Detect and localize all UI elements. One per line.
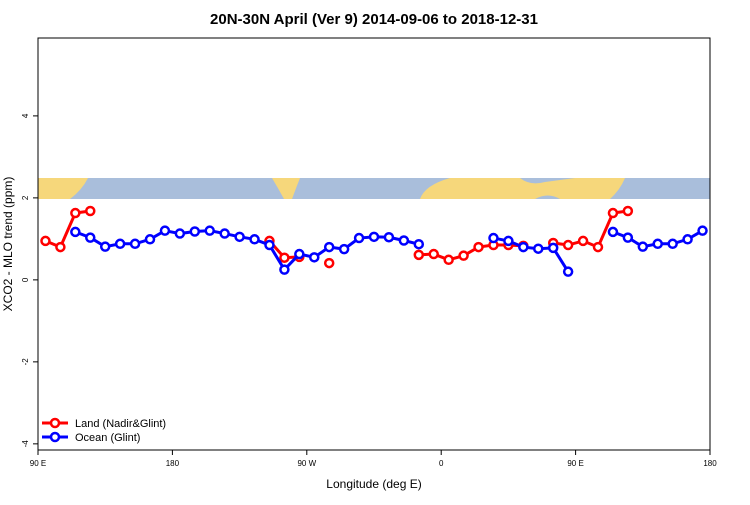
point: [249, 234, 260, 245]
point: [473, 241, 484, 253]
y-tick-label: 0: [21, 277, 30, 282]
point: [443, 254, 454, 266]
point: [144, 234, 156, 245]
point: [667, 238, 678, 250]
point: [99, 241, 111, 252]
point: [174, 228, 186, 239]
legend-marker: [49, 417, 61, 429]
point: [294, 248, 305, 260]
point: [114, 238, 126, 250]
y-tick-label: 4: [21, 113, 30, 118]
point: [458, 250, 469, 261]
point: [264, 239, 275, 251]
legend-label: Ocean (Glint): [75, 432, 140, 444]
legend-label: Land (Nadir&Glint): [75, 418, 166, 430]
point: [85, 232, 96, 243]
point: [279, 264, 290, 275]
point: [413, 249, 425, 261]
point: [562, 266, 574, 277]
point: [398, 235, 410, 246]
point: [592, 241, 604, 253]
point: [547, 242, 559, 254]
y-tick-label: 2: [21, 195, 30, 200]
point: [533, 243, 544, 254]
point: [70, 207, 81, 219]
point: [70, 226, 81, 238]
point: [234, 231, 245, 243]
point: [413, 238, 425, 250]
point: [622, 205, 634, 217]
point: [353, 232, 365, 244]
point: [697, 225, 708, 236]
chart-title: 20N-30N April (Ver 9) 2014-09-06 to 2018…: [210, 11, 538, 28]
point: [518, 241, 529, 253]
point: [577, 235, 589, 247]
point: [309, 252, 320, 263]
point: [562, 239, 574, 251]
x-tick-label: 180: [703, 459, 717, 468]
map-strip: [38, 178, 710, 199]
point: [40, 235, 51, 247]
y-axis-label: XCO2 - MLO trend (ppm): [1, 177, 15, 312]
x-tick-label: 90 E: [567, 459, 583, 468]
point: [189, 226, 201, 237]
point: [279, 252, 290, 263]
x-tick-label: 90 W: [297, 459, 316, 468]
point: [204, 225, 215, 236]
plot-frame: [37, 37, 711, 451]
x-tick-label: 180: [166, 459, 180, 468]
point: [607, 207, 619, 219]
x-tick-label: 90 E: [30, 459, 46, 468]
point: [338, 243, 350, 255]
point: [637, 241, 649, 252]
point: [682, 234, 693, 245]
point: [323, 257, 335, 269]
point: [55, 241, 66, 253]
point: [428, 248, 439, 260]
point: [488, 232, 499, 244]
x-axis-label: Longitude (deg E): [326, 477, 421, 491]
point: [323, 241, 335, 253]
legend: Land (Nadir&Glint) Ocean (Glint): [42, 417, 166, 444]
y-tick-label: -4: [21, 440, 30, 448]
point: [219, 228, 230, 239]
point: [368, 231, 380, 243]
point: [652, 238, 663, 250]
point: [607, 226, 619, 238]
point: [85, 205, 96, 217]
point: [129, 238, 141, 250]
point: [159, 225, 171, 236]
y-tick-label: -2: [21, 358, 30, 366]
legend-marker: [49, 431, 61, 443]
point: [383, 231, 395, 243]
x-tick-label: 0: [439, 459, 444, 468]
point: [503, 235, 514, 247]
point: [622, 232, 634, 243]
